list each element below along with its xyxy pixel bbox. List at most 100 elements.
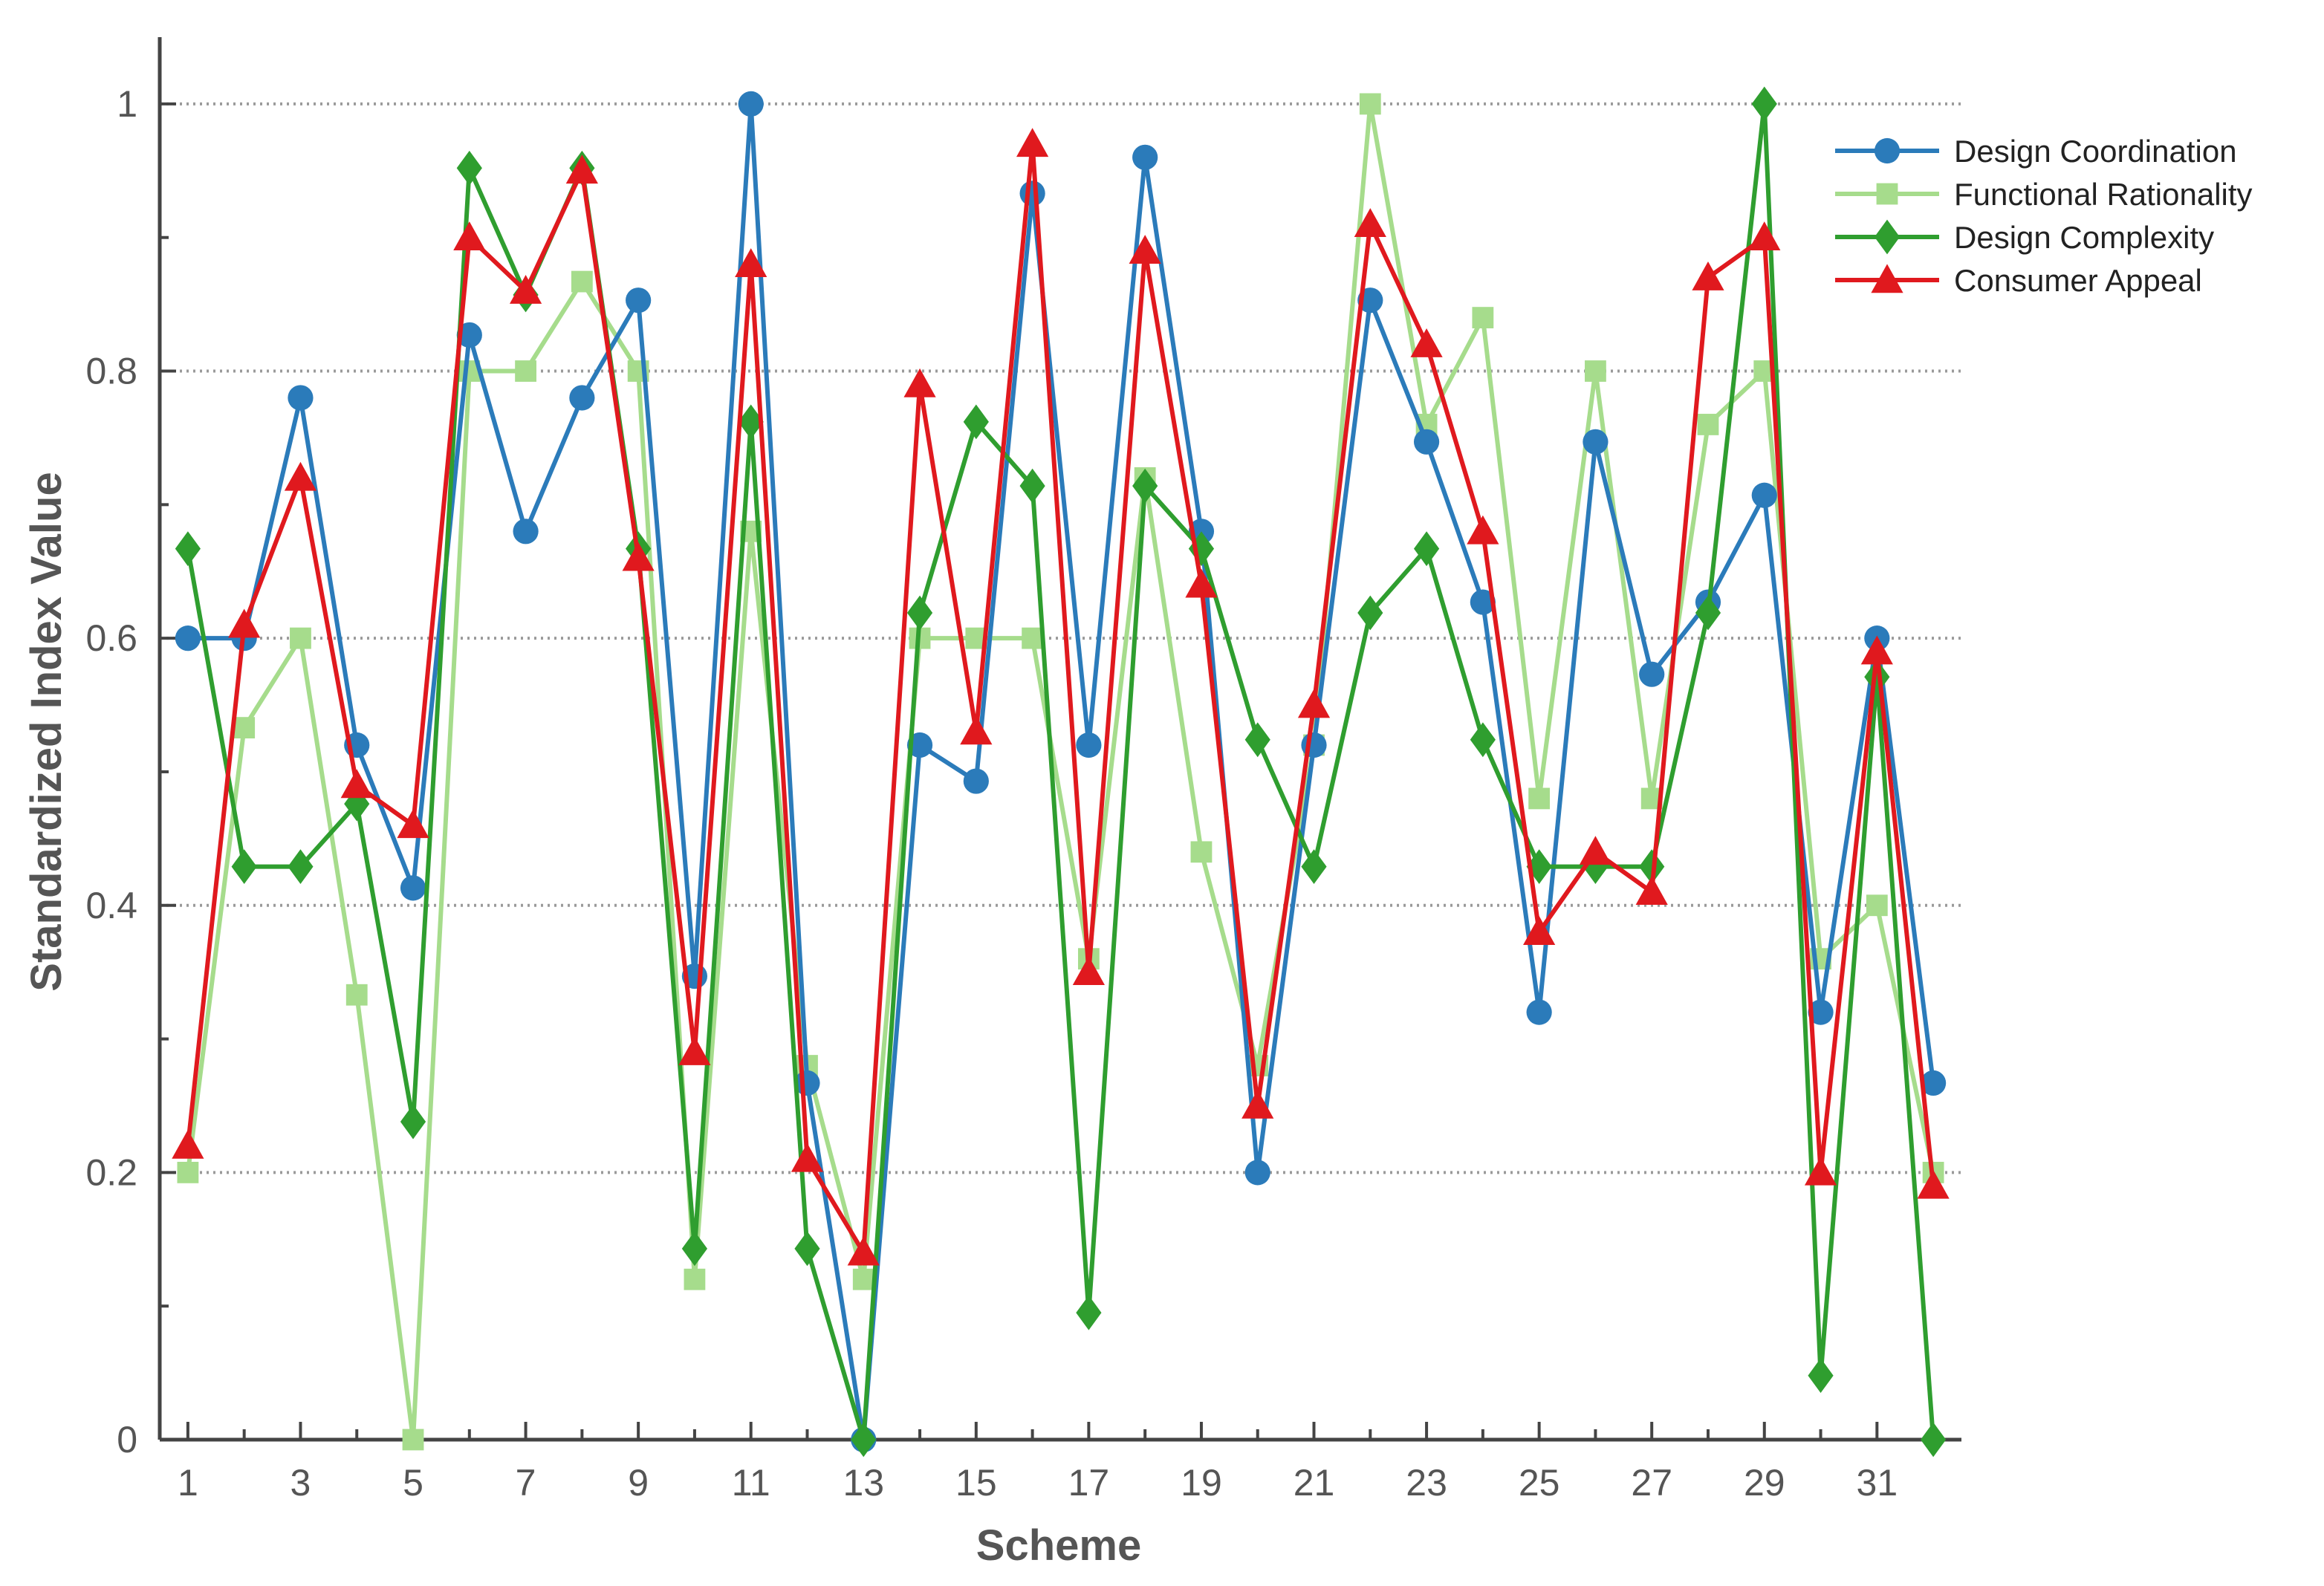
data-point-functional-rationality bbox=[1585, 360, 1606, 382]
data-point-design-coordination bbox=[626, 287, 652, 313]
data-point-design-complexity bbox=[1864, 659, 1890, 695]
data-point-design-coordination bbox=[1639, 661, 1665, 687]
data-point-functional-rationality bbox=[571, 270, 593, 293]
x-tick-label: 25 bbox=[1519, 1462, 1560, 1504]
data-point-design-complexity bbox=[175, 531, 201, 567]
data-point-consumer-appeal bbox=[1579, 836, 1612, 865]
legend-label-design-coordination: Design Coordination bbox=[1954, 134, 2237, 169]
data-point-consumer-appeal bbox=[1185, 568, 1218, 598]
x-tick-label: 13 bbox=[843, 1462, 884, 1504]
x-tick-label: 15 bbox=[955, 1462, 997, 1504]
x-tick-label: 27 bbox=[1631, 1462, 1672, 1504]
data-point-consumer-appeal bbox=[960, 715, 993, 745]
x-tick-label: 29 bbox=[1744, 1462, 1785, 1504]
data-point-consumer-appeal bbox=[622, 542, 655, 571]
data-point-design-coordination bbox=[569, 385, 595, 411]
series-line-consumer-appeal bbox=[185, 141, 1936, 1255]
data-point-functional-rationality bbox=[290, 627, 311, 649]
data-point-design-complexity bbox=[738, 404, 764, 440]
x-tick-label: 23 bbox=[1406, 1462, 1447, 1504]
data-point-functional-rationality bbox=[1472, 307, 1494, 328]
data-point-functional-rationality bbox=[1528, 787, 1551, 810]
y-tick-label: 0 bbox=[117, 1419, 137, 1460]
data-point-consumer-appeal bbox=[1692, 261, 1724, 290]
data-point-design-complexity bbox=[1583, 849, 1609, 885]
series-design-complexity bbox=[175, 86, 1947, 1457]
data-point-consumer-appeal bbox=[453, 221, 486, 250]
series-line-design-coordination bbox=[187, 101, 1936, 1442]
data-point-design-coordination bbox=[738, 91, 764, 117]
data-point-design-complexity bbox=[288, 849, 314, 885]
data-point-design-complexity bbox=[906, 595, 933, 631]
data-point-design-coordination bbox=[1583, 429, 1609, 455]
data-point-consumer-appeal bbox=[1072, 956, 1105, 985]
data-point-functional-rationality bbox=[1866, 894, 1888, 917]
data-point-consumer-appeal bbox=[1860, 635, 1893, 665]
data-point-design-complexity bbox=[1695, 595, 1721, 631]
data-point-consumer-appeal bbox=[172, 1129, 204, 1159]
data-point-design-coordination bbox=[963, 768, 989, 794]
x-tick-label: 5 bbox=[403, 1462, 423, 1504]
data-point-consumer-appeal bbox=[228, 608, 261, 638]
y-tick-label: 0.2 bbox=[85, 1151, 137, 1193]
data-point-consumer-appeal bbox=[847, 1236, 880, 1266]
data-point-design-complexity bbox=[1301, 849, 1327, 885]
data-point-design-complexity bbox=[1357, 595, 1383, 631]
data-point-design-coordination bbox=[456, 322, 482, 348]
data-point-design-coordination bbox=[1526, 999, 1552, 1025]
legend-marker-design-coordination bbox=[1874, 137, 1901, 164]
data-point-consumer-appeal bbox=[1804, 1156, 1837, 1186]
data-point-design-complexity bbox=[1019, 468, 1045, 504]
x-tick-label: 9 bbox=[628, 1462, 649, 1504]
data-point-consumer-appeal bbox=[1297, 689, 1331, 718]
data-point-functional-rationality bbox=[852, 1268, 874, 1290]
x-tick-label: 7 bbox=[516, 1462, 536, 1504]
axes bbox=[158, 37, 1961, 1442]
data-point-design-coordination bbox=[1921, 1070, 1947, 1096]
data-point-consumer-appeal bbox=[565, 155, 598, 184]
series-consumer-appeal bbox=[172, 128, 1950, 1266]
data-point-consumer-appeal bbox=[1635, 876, 1668, 906]
data-point-functional-rationality bbox=[1190, 841, 1213, 863]
data-point-consumer-appeal bbox=[397, 809, 429, 839]
data-point-design-coordination bbox=[1808, 999, 1834, 1025]
data-point-functional-rationality bbox=[233, 717, 256, 739]
data-point-design-coordination bbox=[1751, 482, 1777, 508]
data-point-design-complexity bbox=[1470, 722, 1496, 758]
data-point-consumer-appeal bbox=[1016, 128, 1049, 157]
y-tick-label: 0.8 bbox=[85, 351, 137, 392]
data-point-consumer-appeal bbox=[1241, 1089, 1274, 1119]
data-point-design-complexity bbox=[794, 1231, 820, 1267]
data-point-design-coordination bbox=[400, 875, 426, 901]
data-point-consumer-appeal bbox=[509, 275, 542, 304]
data-point-design-complexity bbox=[456, 150, 482, 186]
data-point-consumer-appeal bbox=[903, 368, 936, 397]
data-point-design-coordination bbox=[513, 519, 539, 545]
legend-marker-consumer-appeal bbox=[1871, 264, 1903, 293]
legend-marker-functional-rationality bbox=[1876, 183, 1898, 205]
data-point-design-coordination bbox=[1244, 1160, 1270, 1186]
legend-label-functional-rationality: Functional Rationality bbox=[1954, 177, 2253, 212]
x-tick-label: 17 bbox=[1068, 1462, 1110, 1504]
data-point-consumer-appeal bbox=[1917, 1169, 1950, 1199]
data-point-design-complexity bbox=[1188, 531, 1215, 567]
data-point-consumer-appeal bbox=[284, 461, 317, 491]
data-point-functional-rationality bbox=[684, 1268, 706, 1290]
data-point-functional-rationality bbox=[515, 360, 536, 382]
data-point-design-complexity bbox=[400, 1104, 426, 1140]
data-point-design-complexity bbox=[1244, 722, 1270, 758]
data-point-design-coordination bbox=[1076, 732, 1102, 758]
data-point-design-coordination bbox=[1019, 181, 1045, 207]
data-series bbox=[172, 86, 1950, 1457]
data-point-design-complexity bbox=[1639, 849, 1665, 885]
data-point-design-complexity bbox=[963, 404, 989, 440]
x-tick-label: 21 bbox=[1294, 1462, 1335, 1504]
data-point-functional-rationality bbox=[345, 984, 368, 1006]
data-point-consumer-appeal bbox=[1467, 515, 1499, 545]
data-point-design-complexity bbox=[231, 849, 257, 885]
data-point-functional-rationality bbox=[1359, 93, 1381, 115]
x-tick-label: 31 bbox=[1857, 1462, 1898, 1504]
series-design-coordination bbox=[175, 91, 1947, 1453]
data-point-consumer-appeal bbox=[1410, 328, 1443, 357]
